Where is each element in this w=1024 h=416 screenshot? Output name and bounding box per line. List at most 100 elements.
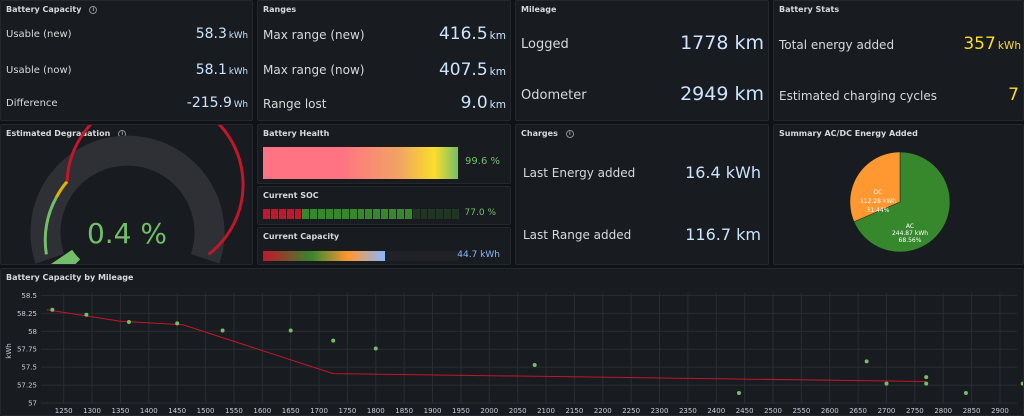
unit-text: kWh — [228, 67, 248, 77]
data-point[interactable] — [288, 328, 293, 333]
value-text: 416.5 — [438, 24, 488, 44]
acdc-pie-chart: DC 112.28 kWh 31.44% AC 244.87 kWh 68.56… — [849, 151, 951, 253]
data-point[interactable] — [331, 338, 336, 343]
y-tick-label: 58.5 — [21, 292, 37, 300]
soc-cell — [263, 209, 270, 219]
data-point[interactable] — [864, 359, 869, 364]
panel-title: Mileage — [521, 5, 557, 14]
x-tick-label: 1350 — [112, 407, 130, 415]
unit-text: km — [734, 32, 764, 54]
usable-new-label: Usable (new) — [6, 29, 72, 40]
data-points — [50, 307, 1024, 395]
x-tick-label: 2900 — [991, 407, 1009, 415]
y-axis-label: kWh — [5, 343, 13, 358]
usable-new-value: 58.3 kWh — [196, 26, 248, 42]
max-range-new-value: 416.5 km — [439, 24, 506, 44]
ac-label-percent: 68.56% — [899, 237, 922, 244]
acdc-summary-panel: Summary AC/DC Energy Added DC 112.28 kWh… — [773, 124, 1024, 265]
battery-health-fill — [263, 147, 459, 179]
x-tick-label: 1500 — [197, 407, 215, 415]
ac-label-name: AC — [906, 223, 914, 230]
x-tick-label: 1600 — [253, 407, 271, 415]
data-point[interactable] — [924, 375, 929, 380]
data-point[interactable] — [220, 328, 225, 333]
panel-title: Battery Stats — [779, 5, 840, 14]
soc-cell — [428, 209, 436, 219]
last-range-value: 116.7 km — [685, 225, 761, 244]
capacity-bar — [263, 251, 459, 261]
x-tick-label: 2550 — [792, 407, 810, 415]
battery-health-bar — [263, 147, 459, 179]
data-point[interactable] — [884, 381, 889, 386]
charges-panel: Charges i Last Energy added 16.4 kWh Last… — [515, 124, 769, 265]
last-energy-value: 16.4 kWh — [685, 163, 761, 182]
y-tick-label: 58 — [28, 328, 37, 336]
odometer-value: 2949 km — [680, 83, 764, 105]
current-soc-panel: Current SOC 77.0 % — [257, 186, 511, 225]
panel-title: Battery Health — [263, 129, 330, 138]
ranges-panel: Ranges Max range (new) 416.5 km Max range… — [257, 0, 511, 121]
value-text: 9.0 — [460, 93, 488, 113]
data-point[interactable] — [175, 321, 180, 326]
gauge-fill — [50, 249, 81, 264]
soc-cell — [357, 209, 365, 219]
data-point[interactable] — [924, 381, 929, 386]
total-energy-label: Total energy added — [779, 38, 895, 52]
x-tick-label: 1850 — [395, 407, 413, 415]
panel-title: Summary AC/DC Energy Added — [779, 129, 918, 138]
current-capacity-value: 44.7 kWh — [457, 250, 500, 260]
last-energy-label: Last Energy added — [523, 166, 636, 180]
pie-slice-ac[interactable] — [853, 151, 951, 253]
data-point[interactable] — [126, 319, 131, 324]
x-tick-label: 1650 — [282, 407, 300, 415]
data-point[interactable] — [50, 307, 55, 312]
data-point[interactable] — [1020, 381, 1024, 386]
x-tick-label: 1700 — [310, 407, 328, 415]
x-tick-label: 2600 — [821, 407, 839, 415]
value-text: 357 — [963, 34, 996, 54]
max-range-now-value: 407.5 km — [439, 60, 506, 80]
data-point[interactable] — [373, 346, 378, 351]
max-range-new-label: Max range (new) — [263, 28, 365, 42]
capacity-fill — [263, 251, 385, 261]
x-tick-label: 2750 — [906, 407, 924, 415]
usable-now-value: 58.1 kWh — [196, 62, 248, 78]
x-tick-label: 1800 — [367, 407, 385, 415]
dc-label-name: DC — [874, 189, 883, 196]
soc-cell — [286, 209, 294, 219]
data-point[interactable] — [736, 390, 741, 395]
pie-slice-dc[interactable] — [849, 151, 901, 223]
data-point[interactable] — [963, 390, 968, 395]
y-tick-label: 57 — [28, 400, 37, 408]
gauge-threshold-yellow — [54, 180, 69, 199]
x-tick-label: 1400 — [140, 407, 158, 415]
y-tick-label: 57.75 — [17, 346, 37, 354]
soc-bar — [263, 209, 459, 219]
soc-cell — [349, 209, 357, 219]
soc-cell — [389, 209, 396, 219]
data-point[interactable] — [84, 312, 89, 317]
soc-cell — [326, 209, 333, 219]
x-tick-label: 2200 — [594, 407, 612, 415]
soc-cell — [452, 209, 459, 219]
unit-text: km — [489, 99, 506, 111]
x-tick-label: 2050 — [509, 407, 527, 415]
value-text: 2949 — [680, 83, 729, 105]
logged-value: 1778 km — [680, 32, 764, 54]
y-tick-label: 58.25 — [17, 310, 37, 318]
x-tick-label: 2400 — [707, 407, 725, 415]
charging-cycles-label: Estimated charging cycles — [779, 89, 937, 103]
data-point[interactable] — [532, 362, 537, 367]
soc-cell — [396, 209, 404, 219]
total-energy-value: 357 kWh — [963, 34, 1021, 54]
x-tick-label: 1300 — [83, 407, 101, 415]
info-icon[interactable]: i — [89, 5, 98, 14]
info-icon[interactable]: i — [565, 129, 574, 138]
soc-cell — [381, 209, 388, 219]
y-tick-label: 57.25 — [17, 382, 37, 390]
range-lost-value: 9.0 km — [461, 93, 506, 113]
soc-cell — [294, 209, 302, 219]
usable-now-label: Usable (now) — [6, 65, 72, 76]
battery-stats-panel: Battery Stats Total energy added 357 kWh … — [773, 0, 1024, 121]
x-tick-label: 2000 — [480, 407, 498, 415]
